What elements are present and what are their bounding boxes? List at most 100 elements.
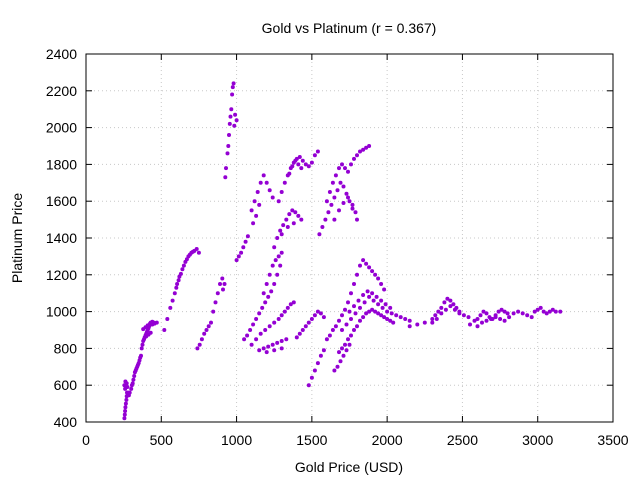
- data-point: [321, 315, 326, 320]
- data-point: [181, 263, 186, 268]
- data-point: [337, 166, 341, 171]
- data-point: [398, 315, 403, 320]
- data-point: [288, 302, 293, 307]
- data-point: [329, 202, 334, 207]
- data-point: [532, 309, 537, 314]
- y-tick-label: 1800: [46, 156, 77, 172]
- data-point: [341, 201, 346, 205]
- y-tick-label: 1600: [46, 193, 77, 209]
- data-point: [230, 92, 235, 97]
- data-point: [300, 158, 305, 163]
- data-point: [535, 307, 540, 312]
- data-point: [279, 250, 284, 255]
- data-point: [241, 245, 246, 250]
- data-point: [361, 147, 366, 152]
- data-point: [385, 309, 390, 314]
- data-point: [361, 315, 366, 320]
- data-point: [251, 322, 256, 327]
- data-point: [123, 405, 128, 410]
- data-point: [239, 250, 244, 255]
- data-point: [242, 337, 247, 342]
- data-point: [287, 171, 292, 176]
- data-point: [323, 217, 328, 222]
- data-point: [379, 298, 384, 303]
- data-point: [279, 339, 284, 343]
- data-point: [267, 188, 272, 193]
- data-point: [290, 164, 295, 169]
- data-point: [266, 294, 271, 299]
- data-point: [220, 276, 225, 281]
- x-tick-label: 1000: [221, 432, 252, 448]
- data-point: [326, 210, 331, 215]
- data-point: [407, 324, 412, 329]
- data-point: [254, 337, 259, 342]
- data-point: [184, 257, 189, 262]
- x-tick-label: 3000: [522, 432, 553, 448]
- data-point: [547, 309, 552, 314]
- data-point: [367, 309, 372, 314]
- data-point: [346, 300, 350, 305]
- data-point: [312, 313, 317, 318]
- data-point: [264, 350, 269, 355]
- data-point: [224, 166, 228, 171]
- data-point: [347, 199, 352, 204]
- data-point: [383, 302, 388, 307]
- x-tick-label: 0: [82, 432, 90, 448]
- data-point: [352, 328, 356, 332]
- data-point: [376, 276, 381, 281]
- data-point: [312, 368, 317, 373]
- x-tick-label: 3500: [597, 432, 628, 448]
- data-point: [206, 324, 211, 329]
- x-axis-label: Gold Price (USD): [295, 459, 403, 475]
- data-point: [379, 313, 384, 318]
- data-point: [364, 261, 369, 266]
- data-point: [502, 318, 507, 323]
- data-point: [315, 309, 320, 314]
- data-point: [248, 328, 253, 332]
- data-point: [442, 300, 447, 305]
- data-point: [272, 282, 277, 286]
- data-point: [374, 294, 379, 299]
- data-point: [229, 107, 234, 112]
- data-point: [139, 353, 143, 358]
- data-point: [340, 328, 344, 332]
- data-point: [349, 162, 353, 167]
- data-point: [125, 385, 130, 389]
- data-point: [461, 313, 466, 318]
- data-point: [355, 153, 359, 158]
- data-point: [123, 401, 128, 406]
- data-point: [341, 184, 346, 189]
- data-point: [468, 322, 472, 327]
- data-point: [231, 81, 236, 86]
- data-point: [333, 324, 338, 329]
- data-point: [507, 315, 512, 320]
- data-point: [293, 210, 298, 215]
- data-point: [287, 212, 292, 217]
- data-point: [355, 324, 359, 329]
- data-point: [199, 337, 204, 342]
- data-point: [236, 254, 241, 259]
- data-point: [306, 383, 311, 388]
- data-point: [124, 397, 129, 402]
- data-point: [525, 313, 530, 318]
- data-point: [341, 353, 346, 358]
- y-tick-label: 2200: [46, 83, 77, 99]
- data-point: [373, 309, 378, 314]
- data-point: [279, 190, 284, 194]
- data-point: [174, 285, 179, 290]
- data-point: [187, 252, 192, 257]
- data-point: [433, 313, 438, 318]
- data-point: [261, 173, 266, 178]
- data-point: [122, 412, 127, 417]
- data-point: [502, 309, 507, 314]
- data-point: [358, 318, 362, 323]
- data-point: [367, 144, 372, 148]
- data-point: [553, 309, 558, 314]
- data-point: [264, 180, 269, 185]
- y-tick-label: 400: [54, 414, 78, 430]
- plot-frame: [85, 53, 614, 423]
- data-point: [234, 118, 239, 123]
- data-point: [176, 278, 181, 283]
- data-point: [353, 210, 358, 215]
- data-point: [245, 234, 250, 239]
